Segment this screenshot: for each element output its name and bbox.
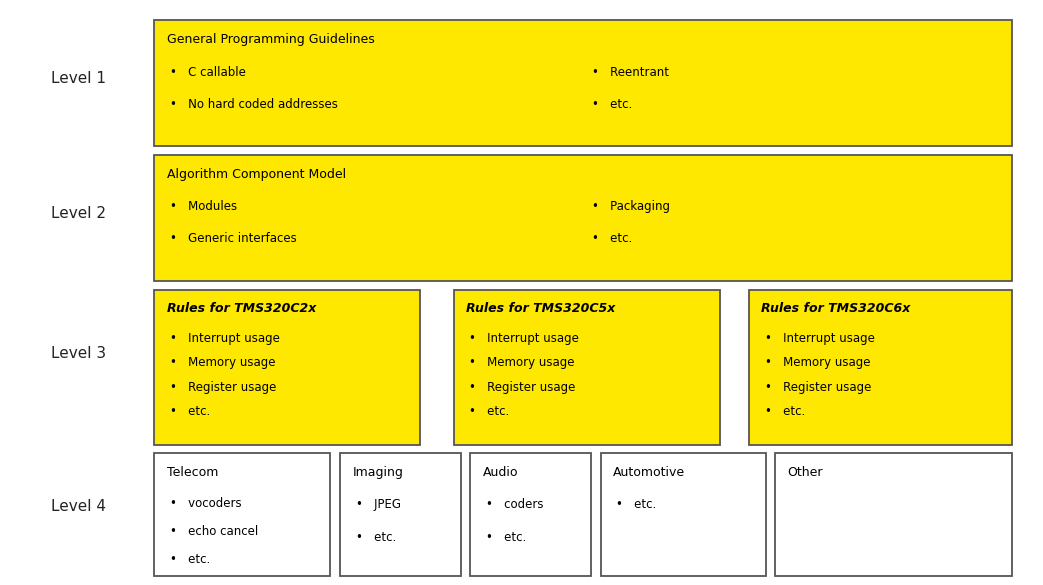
Text: Level 3: Level 3 xyxy=(51,346,105,362)
Text: •   etc.: • etc. xyxy=(592,232,633,245)
Bar xyxy=(154,20,1012,146)
Text: •   Interrupt usage: • Interrupt usage xyxy=(765,332,874,345)
Text: Telecom: Telecom xyxy=(167,466,218,479)
Text: •   vocoders: • vocoders xyxy=(170,497,242,510)
Text: •   echo cancel: • echo cancel xyxy=(170,525,259,538)
Text: •   Interrupt usage: • Interrupt usage xyxy=(170,332,280,345)
Text: General Programming Guidelines: General Programming Guidelines xyxy=(167,33,374,46)
Text: •   Memory usage: • Memory usage xyxy=(170,356,275,369)
Bar xyxy=(154,290,420,445)
Text: Imaging: Imaging xyxy=(353,466,404,479)
Text: Level 1: Level 1 xyxy=(51,71,105,87)
Text: •   Packaging: • Packaging xyxy=(592,200,671,213)
Bar xyxy=(775,453,1012,576)
Text: •   Register usage: • Register usage xyxy=(469,381,576,394)
Bar xyxy=(749,290,1012,445)
Text: •   coders: • coders xyxy=(486,498,543,511)
Text: •   Register usage: • Register usage xyxy=(765,381,871,394)
Text: Audio: Audio xyxy=(483,466,518,479)
Bar xyxy=(154,155,1012,281)
Text: •   Memory usage: • Memory usage xyxy=(765,356,870,369)
Text: Rules for TMS320C2x: Rules for TMS320C2x xyxy=(167,302,316,315)
Text: Other: Other xyxy=(787,466,823,479)
Text: •   Modules: • Modules xyxy=(170,200,237,213)
Text: Level 4: Level 4 xyxy=(51,498,105,514)
Text: •   Register usage: • Register usage xyxy=(170,381,276,394)
Text: •   Memory usage: • Memory usage xyxy=(469,356,575,369)
Text: •   etc.: • etc. xyxy=(170,405,211,418)
Text: •   C callable: • C callable xyxy=(170,66,246,78)
Text: •   etc.: • etc. xyxy=(486,531,527,543)
Text: Algorithm Component Model: Algorithm Component Model xyxy=(167,168,346,181)
Text: Level 2: Level 2 xyxy=(51,206,105,221)
Text: •   Generic interfaces: • Generic interfaces xyxy=(170,232,297,245)
Bar xyxy=(340,453,461,576)
Text: •   Interrupt usage: • Interrupt usage xyxy=(469,332,579,345)
Bar xyxy=(454,290,720,445)
Text: •   JPEG: • JPEG xyxy=(356,498,401,511)
Text: Rules for TMS320C5x: Rules for TMS320C5x xyxy=(466,302,615,315)
Text: •   etc.: • etc. xyxy=(765,405,805,418)
Bar xyxy=(601,453,766,576)
Text: •   etc.: • etc. xyxy=(592,98,633,111)
Text: •   Reentrant: • Reentrant xyxy=(592,66,670,78)
Text: •   etc.: • etc. xyxy=(356,531,396,543)
Text: •   No hard coded addresses: • No hard coded addresses xyxy=(170,98,338,111)
Text: •   etc.: • etc. xyxy=(616,498,657,511)
Bar xyxy=(470,453,591,576)
Bar xyxy=(154,453,330,576)
Text: Rules for TMS320C6x: Rules for TMS320C6x xyxy=(761,302,911,315)
Text: •   etc.: • etc. xyxy=(469,405,510,418)
Text: Automotive: Automotive xyxy=(613,466,685,479)
Text: •   etc.: • etc. xyxy=(170,553,211,566)
